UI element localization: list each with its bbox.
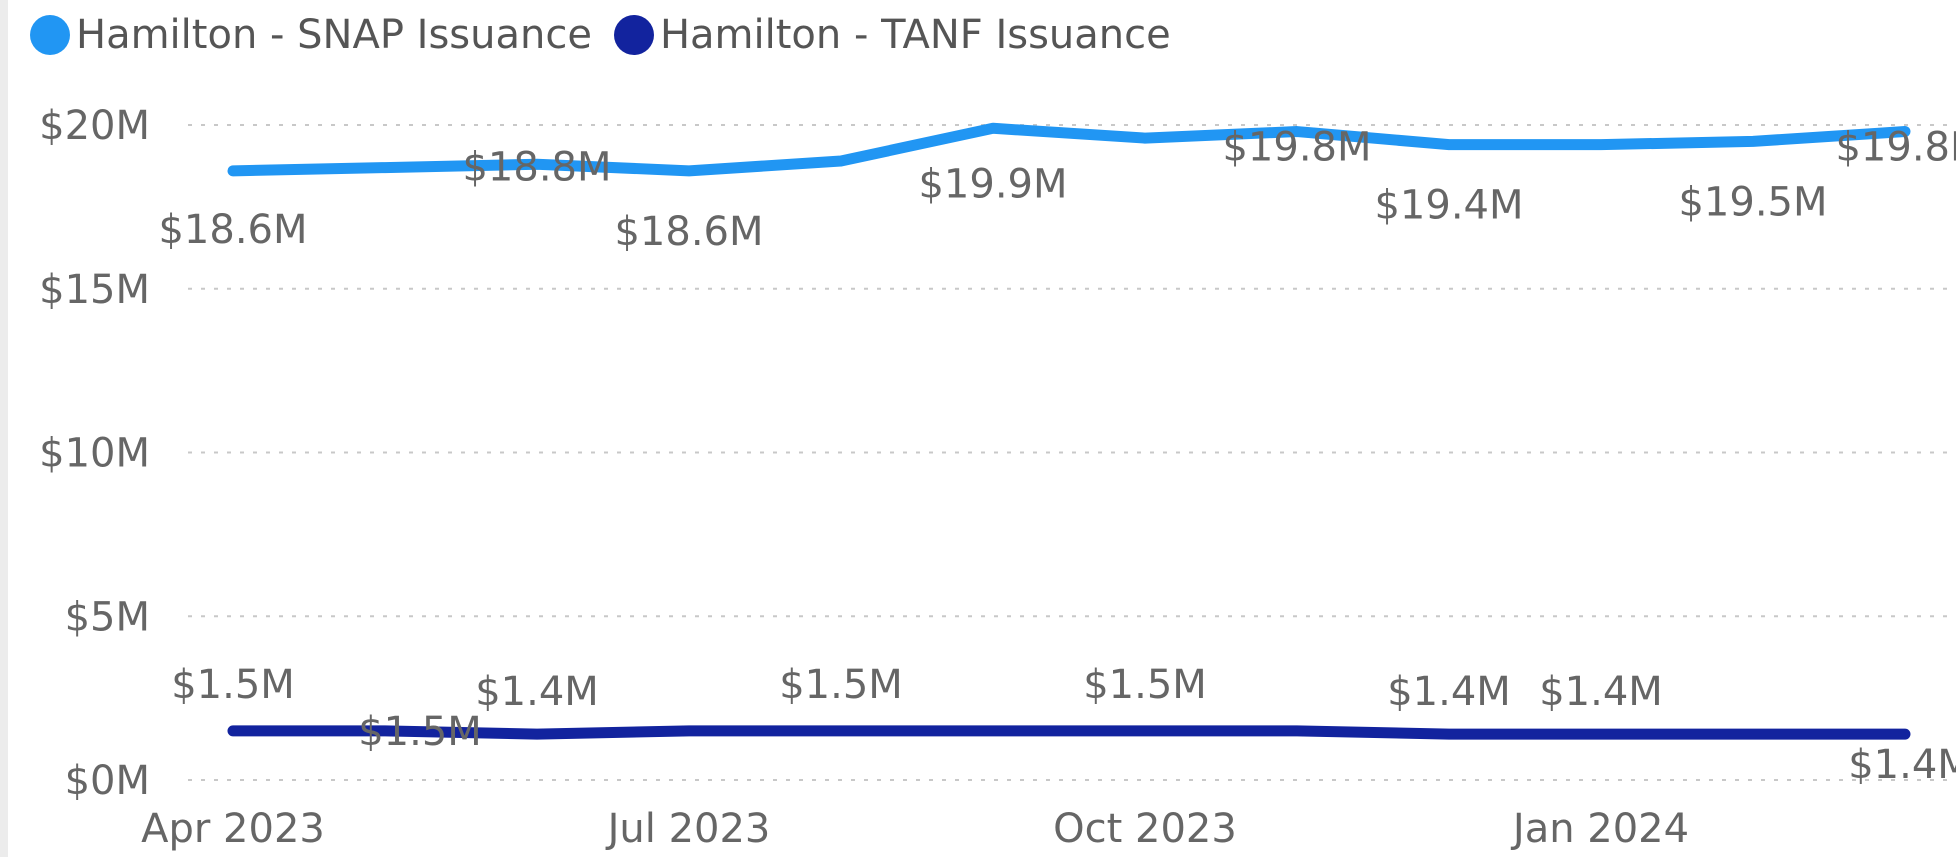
legend-item-tanf[interactable]: Hamilton - TANF Issuance [613,12,1171,58]
legend-marker-tanf [613,15,654,55]
tanf-data-label: $1.4M [1387,669,1511,715]
snap-data-label: $18.6M [158,207,307,253]
x-tick-label: Jul 2023 [605,806,771,852]
tanf-data-label: $1.5M [171,662,295,708]
snap-data-label: $19.4M [1374,183,1523,229]
tanf-series-line [227,725,1911,740]
x-tick-label: Oct 2023 [1053,806,1237,852]
tanf-data-label: $1.4M [1848,742,1956,788]
y-tick-label: $15M [39,267,150,313]
snap-series-line [227,122,1911,177]
y-tick-label: $10M [39,431,150,477]
legend-item-snap[interactable]: Hamilton - SNAP Issuance [30,12,592,58]
legend-label-tanf: Hamilton - TANF Issuance [659,12,1171,58]
tanf-data-label: $1.4M [475,669,599,715]
x-tick-label: Jan 2024 [1510,806,1689,852]
snap-data-label: $19.8M [1222,125,1371,171]
chart-legend: Hamilton - SNAP Issuance Hamilton - TANF… [30,10,1193,60]
snap-data-label: $18.6M [614,209,763,255]
snap-data-label: $19.8M [1835,125,1956,171]
x-tick-label: Apr 2023 [141,806,325,852]
legend-marker-snap [30,15,70,55]
y-tick-label: $5M [65,594,150,640]
y-tick-label: $0M [65,758,150,804]
snap-data-label: $18.8M [462,144,611,190]
left-edge-strip [0,0,8,857]
y-tick-label: $20M [39,103,150,149]
tanf-data-label: $1.5M [779,662,903,708]
legend-label-snap: Hamilton - SNAP Issuance [76,12,592,58]
snap-data-label: $19.5M [1678,179,1827,225]
tanf-data-label: $1.5M [1083,662,1207,708]
tanf-data-label: $1.5M [358,709,482,755]
snap-data-label: $19.9M [918,161,1067,207]
tanf-data-label: $1.4M [1539,669,1663,715]
